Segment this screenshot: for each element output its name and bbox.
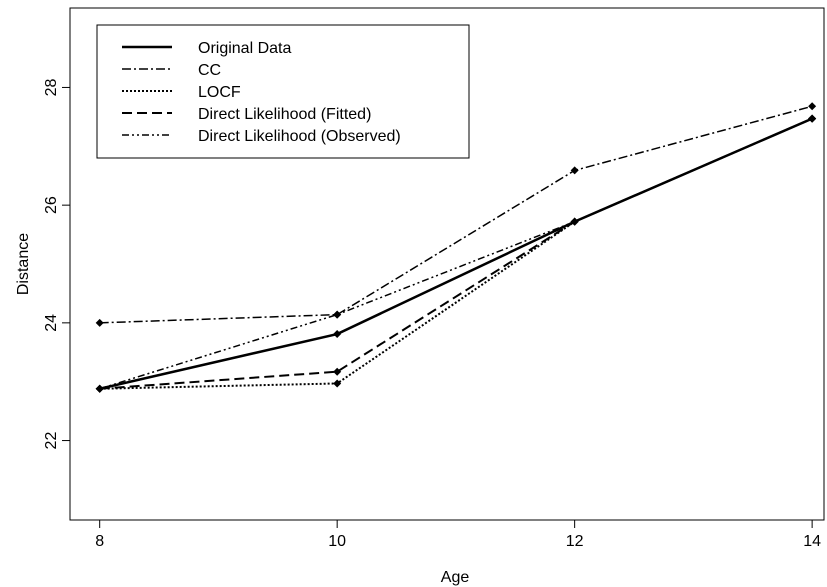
series-line bbox=[99, 117, 813, 390]
y-tick-label: 28 bbox=[43, 78, 60, 96]
y-axis: 22 24 26 28 bbox=[43, 78, 70, 449]
series-layer bbox=[95, 102, 817, 393]
series-line bbox=[99, 117, 813, 390]
y-axis-title: Distance bbox=[15, 233, 32, 295]
x-axis: 8 10 12 14 bbox=[95, 520, 821, 550]
y-tick-label: 26 bbox=[43, 196, 60, 214]
x-tick-label: 10 bbox=[328, 533, 346, 550]
series-line bbox=[99, 105, 813, 324]
x-axis-title: Age bbox=[441, 569, 470, 586]
legend-label: CC bbox=[198, 62, 221, 79]
y-tick-label: 22 bbox=[43, 432, 60, 450]
data-point bbox=[570, 217, 579, 226]
data-point bbox=[333, 310, 342, 319]
data-point bbox=[808, 102, 817, 111]
legend: Original Data CC LOCF Direct Likelihood (Fi… bbox=[96, 24, 470, 159]
data-point bbox=[570, 166, 579, 175]
legend-label: LOCF bbox=[198, 84, 241, 101]
legend-label: Direct Likelihood (Fitted) bbox=[198, 106, 371, 123]
x-tick-label: 14 bbox=[803, 533, 821, 550]
data-point bbox=[333, 367, 342, 376]
data-point bbox=[333, 379, 342, 388]
legend-label: Original Data bbox=[198, 40, 291, 57]
legend-label: Direct Likelihood (Observed) bbox=[198, 128, 401, 145]
x-tick-label: 12 bbox=[566, 533, 584, 550]
series-line bbox=[99, 117, 813, 390]
plot-frame bbox=[69, 7, 825, 521]
y-tick-label: 24 bbox=[43, 314, 60, 332]
series-line bbox=[99, 117, 813, 390]
data-point bbox=[333, 330, 342, 339]
data-point bbox=[95, 384, 104, 393]
x-tick-label: 8 bbox=[95, 533, 104, 550]
data-point bbox=[95, 318, 104, 327]
data-point bbox=[808, 114, 817, 123]
